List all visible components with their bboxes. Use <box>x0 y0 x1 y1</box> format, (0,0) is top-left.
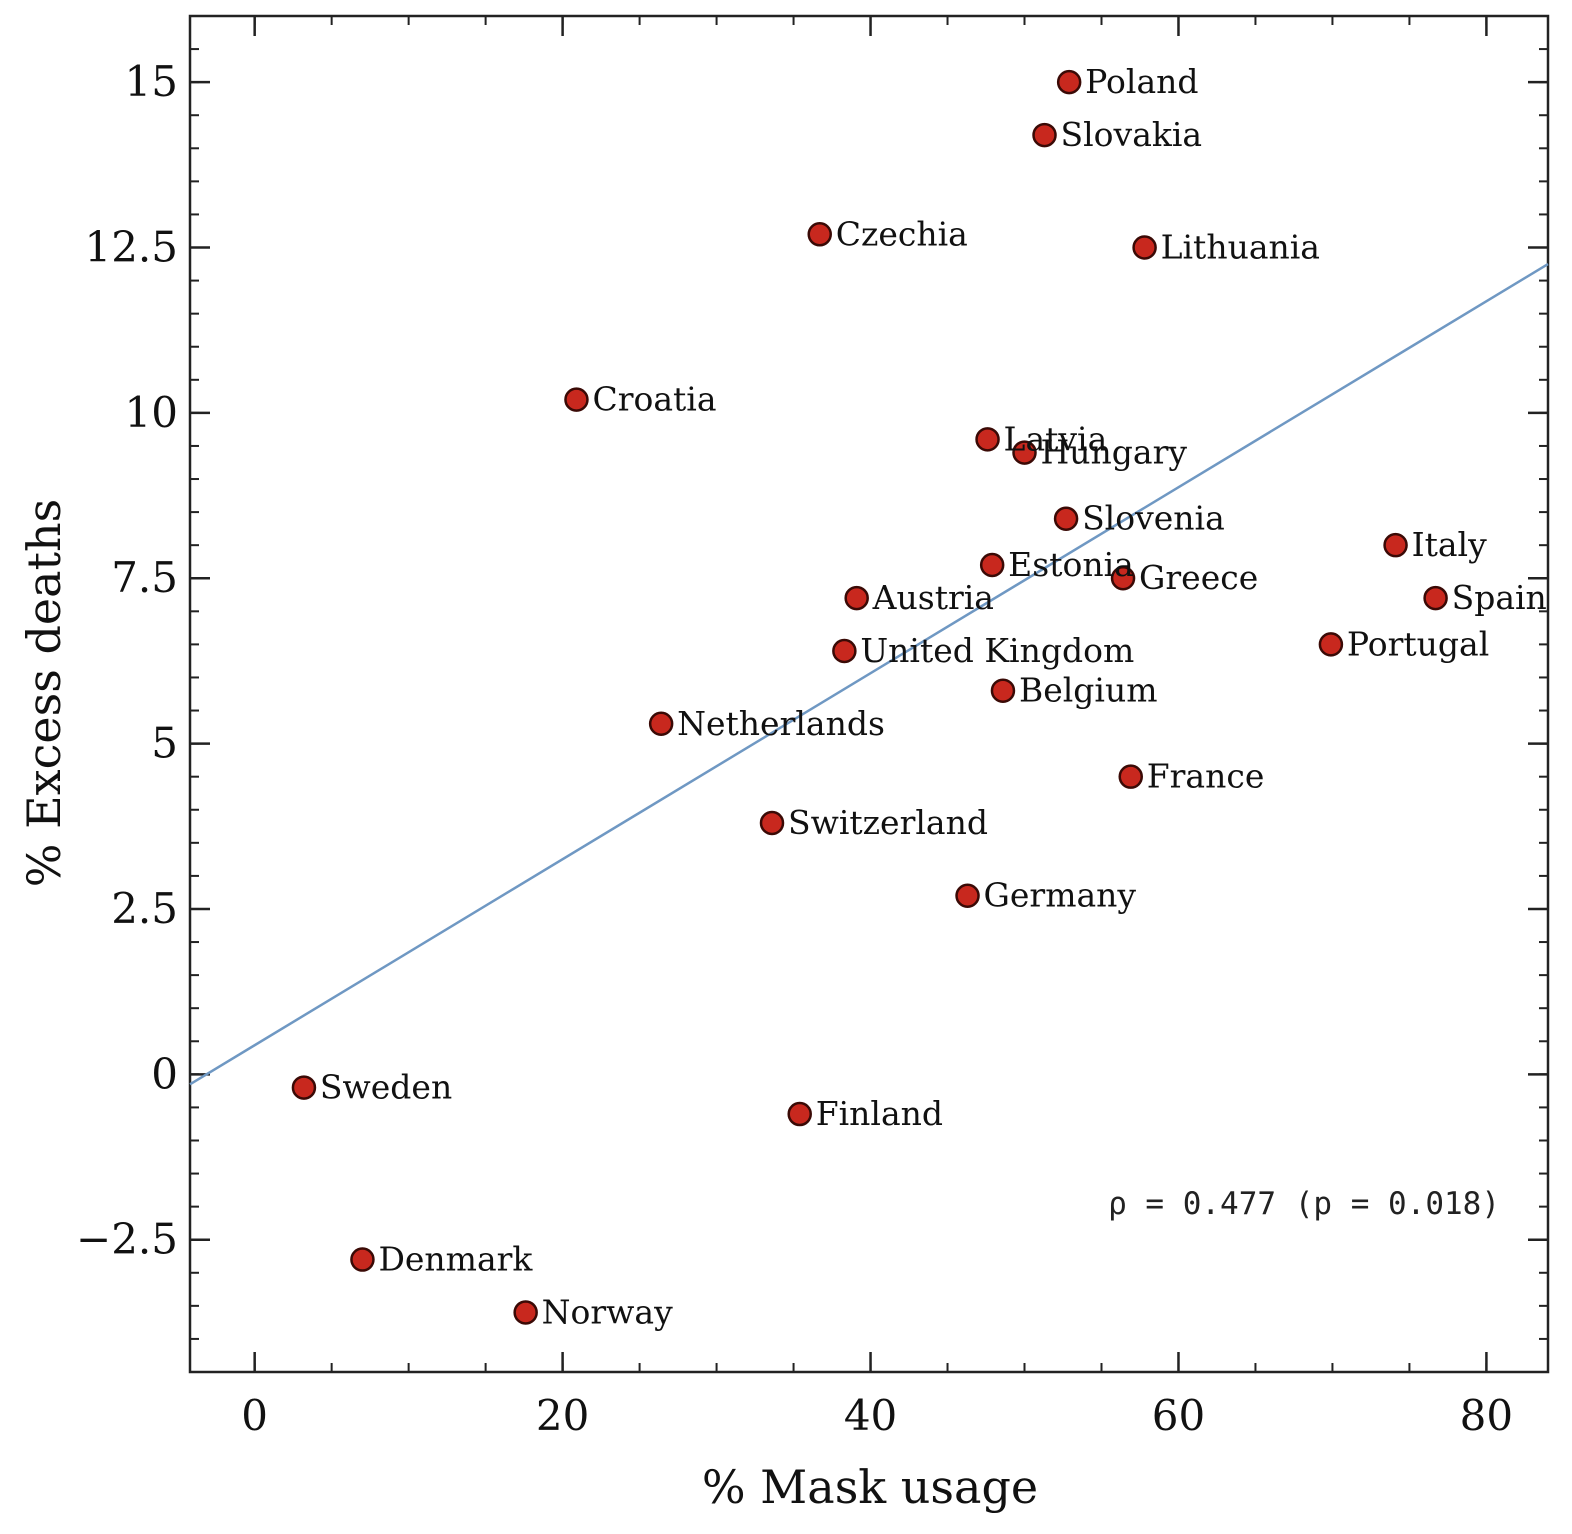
plot-frame <box>188 14 1550 1374</box>
x-tick-label: 0 <box>241 1391 268 1440</box>
point-label: Portugal <box>1347 624 1489 663</box>
y-tick-label: 15 <box>125 57 178 106</box>
data-point <box>990 678 1016 703</box>
data-points <box>291 69 1448 1325</box>
point-label: Sweden <box>320 1068 452 1107</box>
y-tick-label: 7.5 <box>111 553 178 602</box>
axes: 0 20 40 60 80 −2.5 0 2.5 5 7.5 10 12.5 15 <box>76 14 1550 1440</box>
point-label: Germany <box>984 876 1137 915</box>
data-point <box>787 1101 812 1127</box>
point-label: Slovakia <box>1061 115 1203 154</box>
data-point <box>979 552 1005 578</box>
data-point <box>807 222 832 247</box>
y-tick-label: 0 <box>151 1049 178 1098</box>
data-point <box>291 1075 317 1100</box>
data-point <box>513 1300 538 1325</box>
point-label: Belgium <box>1019 671 1158 710</box>
point-label: France <box>1147 757 1265 796</box>
point-labels: Poland Slovakia Czechia Lithuania Croatia Lat… <box>320 62 1547 1331</box>
y-tick-label: −2.5 <box>76 1215 178 1264</box>
data-point <box>975 427 1000 452</box>
point-label: Poland <box>1085 62 1198 101</box>
data-point <box>1318 632 1344 657</box>
data-point <box>1423 585 1448 611</box>
point-label: Estonia <box>1008 545 1134 584</box>
point-label: Czechia <box>836 214 968 253</box>
correlation-annotation: ρ = 0.477 (p = 0.018) <box>1108 1186 1500 1222</box>
data-point <box>955 883 980 908</box>
y-tick-label: 10 <box>125 388 178 437</box>
data-point <box>1053 506 1079 531</box>
point-label: Denmark <box>378 1240 533 1279</box>
data-point <box>1012 440 1037 465</box>
data-point <box>1056 69 1082 95</box>
x-tick-label: 60 <box>1152 1391 1205 1440</box>
point-label: Netherlands <box>677 704 885 743</box>
point-label: Croatia <box>592 380 716 419</box>
point-label: Austria <box>872 578 994 617</box>
y-tick-label: 12.5 <box>84 223 178 272</box>
point-label: Switzerland <box>788 803 988 842</box>
x-tick-label: 40 <box>844 1391 897 1440</box>
point-label: Norway <box>542 1292 673 1331</box>
data-point <box>759 810 785 836</box>
point-label: Finland <box>816 1094 943 1133</box>
point-label: Hungary <box>1041 433 1188 472</box>
point-label: Slovenia <box>1082 499 1225 538</box>
data-point <box>844 585 869 611</box>
data-point <box>1110 565 1136 591</box>
fit-line-group <box>189 262 1549 1086</box>
y-tick-label: 2.5 <box>111 884 178 933</box>
point-label: Latvia <box>1004 419 1108 458</box>
y-axis-title: % Excess deaths <box>17 499 71 887</box>
y-tick-label: 5 <box>151 719 178 768</box>
fit-line <box>189 262 1549 1086</box>
data-point <box>832 638 857 664</box>
data-point <box>1032 122 1057 148</box>
data-point <box>648 711 674 737</box>
point-label: Italy <box>1412 525 1488 564</box>
data-point <box>1118 764 1143 789</box>
point-label: United Kingdom <box>860 631 1134 670</box>
data-point <box>1132 235 1157 260</box>
data-point <box>564 387 589 412</box>
point-label: Lithuania <box>1161 228 1320 267</box>
point-label: Greece <box>1139 558 1258 597</box>
data-point <box>1383 532 1408 558</box>
point-label: Spain <box>1452 578 1547 617</box>
x-tick-label: 80 <box>1460 1391 1513 1440</box>
x-axis-title: % Mask usage <box>702 1460 1038 1514</box>
data-point <box>350 1247 375 1272</box>
x-tick-label: 20 <box>536 1391 589 1440</box>
